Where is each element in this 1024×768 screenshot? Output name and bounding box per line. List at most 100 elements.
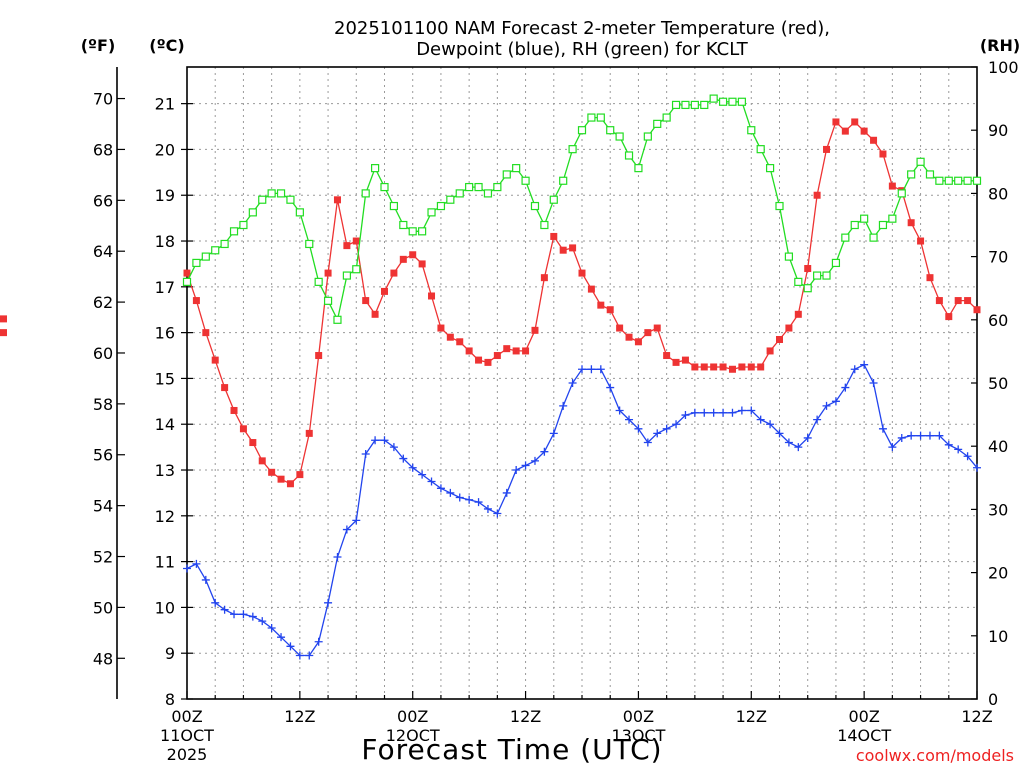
- x-tick-label-time: 12Z: [961, 707, 992, 726]
- dewpoint-point: [371, 436, 380, 445]
- fahrenheit-tick-label: 62: [93, 293, 113, 312]
- unit-celsius: (ºC): [149, 36, 184, 55]
- x-tick-label-date: 12OCT: [386, 726, 440, 745]
- celsius-tick-label: 13: [155, 461, 175, 480]
- temperature-point: [343, 242, 351, 250]
- dewpoint-point: [427, 477, 436, 486]
- temperature-point: [381, 287, 388, 295]
- celsius-tick-label: 15: [155, 369, 175, 388]
- dewpoint-point: [380, 436, 389, 445]
- rh-point: [690, 100, 699, 110]
- rh-point: [239, 220, 248, 230]
- rh-point: [813, 271, 822, 280]
- series-dewpoint: [183, 360, 981, 660]
- dewpoint-point: [775, 429, 784, 438]
- rh-point: [784, 252, 794, 261]
- rh-point: [483, 189, 493, 198]
- temperature-point: [0, 315, 7, 323]
- dewpoint-point: [436, 484, 445, 493]
- dewpoint-point: [700, 408, 709, 417]
- temperature-point: [540, 274, 548, 282]
- rh-point: [653, 119, 662, 128]
- dewpoint-point: [248, 612, 257, 621]
- dewpoint-point: [418, 470, 427, 479]
- rh-point: [944, 176, 953, 185]
- temperature-point: [446, 333, 454, 341]
- dewpoint-point: [587, 365, 596, 374]
- temperature-point: [625, 333, 633, 341]
- rh-point: [305, 239, 314, 249]
- rh-point: [954, 176, 963, 185]
- temperature-point: [484, 358, 492, 366]
- dewpoint-point: [944, 440, 953, 449]
- dewpoint-point: [925, 431, 934, 440]
- rh-tick-label: 20: [988, 564, 1008, 583]
- temperature-point: [475, 356, 483, 364]
- temperature-point: [230, 406, 238, 414]
- rh-point: [389, 201, 399, 211]
- celsius-tick-label: 14: [155, 415, 175, 434]
- rh-point: [916, 157, 925, 166]
- x-tick-label-time: 12Z: [736, 707, 767, 726]
- dewpoint-point: [672, 420, 681, 429]
- temperature-point: [569, 244, 577, 252]
- fahrenheit-tick-label: 58: [93, 395, 113, 414]
- rh-point: [295, 208, 304, 217]
- rh-point: [681, 100, 690, 110]
- rh-point: [860, 214, 869, 223]
- rh-tick-label: 60: [988, 311, 1008, 330]
- temperature-point: [305, 429, 313, 437]
- dewpoint-point: [813, 415, 822, 424]
- dewpoint-point: [841, 383, 850, 392]
- temperature-point: [315, 352, 323, 360]
- temperature-point: [776, 335, 783, 343]
- dewpoint-point: [568, 379, 577, 387]
- rh-point: [182, 277, 192, 286]
- dewpoint-point: [869, 379, 878, 387]
- rh-point: [446, 195, 455, 204]
- temperature-point: [597, 301, 605, 309]
- rh-point: [869, 233, 878, 242]
- celsius-tick-label: 18: [155, 232, 175, 251]
- rh-point: [775, 201, 784, 211]
- dewpoint-line: [186, 363, 978, 657]
- dewpoint-point: [286, 642, 295, 651]
- plot-frame: [186, 66, 978, 700]
- dewpoint-point: [530, 456, 539, 465]
- dewpoint-point: [897, 433, 906, 442]
- rh-point: [229, 227, 239, 236]
- temperature-point: [832, 118, 840, 126]
- temperature-point: [681, 356, 689, 364]
- temperature-point: [550, 232, 558, 240]
- dewpoint-point: [606, 383, 615, 392]
- dewpoint-point: [239, 610, 248, 619]
- dewpoint-point: [502, 488, 511, 497]
- temperature-point: [390, 269, 398, 277]
- rh-point: [276, 189, 286, 198]
- rh-point: [718, 97, 728, 106]
- rh-point: [878, 220, 888, 230]
- temperature-point: [804, 265, 812, 273]
- rh-point: [559, 176, 568, 185]
- rh-point: [201, 252, 210, 261]
- rh-point: [267, 189, 276, 198]
- x-tick-label-time: 00Z: [848, 707, 879, 726]
- unit-rh: (RH): [980, 36, 1020, 55]
- data-series: [0, 94, 982, 660]
- rh-tick-label: 0: [988, 690, 998, 709]
- rh-point: [323, 296, 333, 305]
- temperature-point: [823, 145, 831, 153]
- dewpoint-point: [653, 429, 662, 438]
- rh-point: [512, 164, 521, 173]
- temperature-point: [437, 324, 445, 332]
- axes: [116, 66, 978, 700]
- temperature-point: [851, 118, 859, 126]
- celsius-tick-label: 20: [155, 140, 175, 159]
- series-rh: [182, 94, 982, 324]
- rh-point: [521, 176, 530, 185]
- dewpoint-point: [822, 401, 831, 410]
- rh-point: [577, 126, 587, 135]
- x-tick-label-date: 13OCT: [611, 726, 665, 745]
- temperature-point: [700, 363, 708, 371]
- rh-point: [831, 258, 841, 268]
